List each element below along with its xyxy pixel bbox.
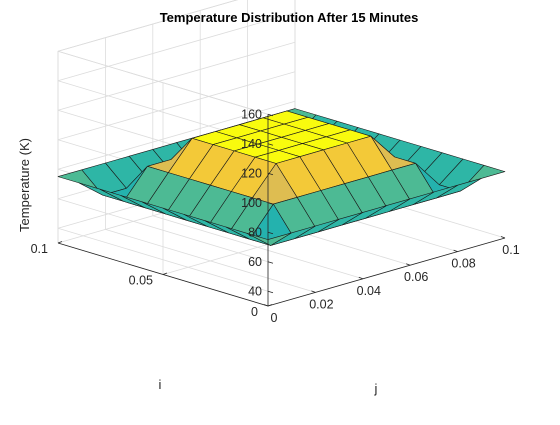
x-axis-line <box>267 237 506 307</box>
y-tick-label: 0.1 <box>31 242 48 256</box>
z-tick-label: 120 <box>241 166 262 180</box>
x-tick-label: 0.06 <box>404 270 428 284</box>
y-tick-label: 0.05 <box>129 274 153 288</box>
x-tick-label: 0 <box>271 311 278 325</box>
x-tick-mark <box>406 263 411 266</box>
x-tick-mark <box>500 236 506 239</box>
z-tick-mark <box>267 202 274 205</box>
z-tick-mark <box>267 261 274 264</box>
grid-line <box>57 100 296 170</box>
grid-line <box>57 41 296 111</box>
chart-title: Temperature Distribution After 15 Minute… <box>160 10 419 25</box>
z-tick-mark <box>267 113 274 117</box>
surface-patch <box>246 232 293 246</box>
y-axis-label: i <box>159 377 162 392</box>
x-tick-mark <box>358 276 363 280</box>
grid-line <box>57 12 296 82</box>
grid-line <box>57 71 296 141</box>
z-tick-mark <box>267 231 274 235</box>
y-tick-mark <box>57 241 63 244</box>
z-tick-label: 160 <box>241 107 262 121</box>
z-tick-label: 40 <box>248 284 262 298</box>
axes: 40 60 80 100 120 140 160 0 0.05 0.1 0 0.02 0.04 0.06 0… <box>31 107 520 325</box>
grid-line <box>57 0 239 52</box>
x-tick-label: 0.04 <box>357 284 381 298</box>
x-tick-mark <box>263 304 269 307</box>
z-tick-label: 140 <box>241 137 262 151</box>
surface <box>57 108 506 246</box>
x-tick-label: 0.1 <box>502 243 519 257</box>
z-axis-label: Temperature (K) <box>17 138 32 232</box>
x-tick-mark <box>311 290 316 293</box>
grid-line <box>57 50 269 115</box>
x-tick-mark <box>453 249 458 252</box>
z-tick-label: 60 <box>248 255 262 269</box>
y-tick-mark <box>162 272 168 275</box>
grid-line <box>57 0 239 52</box>
x-tick-label: 0.02 <box>309 297 333 311</box>
z-tick-mark <box>267 290 274 294</box>
z-tick-mark <box>267 143 274 146</box>
z-tick-mark <box>267 172 274 176</box>
z-tick-label: 80 <box>248 225 262 239</box>
x-tick-label: 0.08 <box>451 257 475 271</box>
z-tick-label: 100 <box>241 196 262 210</box>
x-axis-label: j <box>374 381 378 396</box>
y-tick-label: 0 <box>251 305 258 319</box>
axes-grid <box>57 0 506 307</box>
